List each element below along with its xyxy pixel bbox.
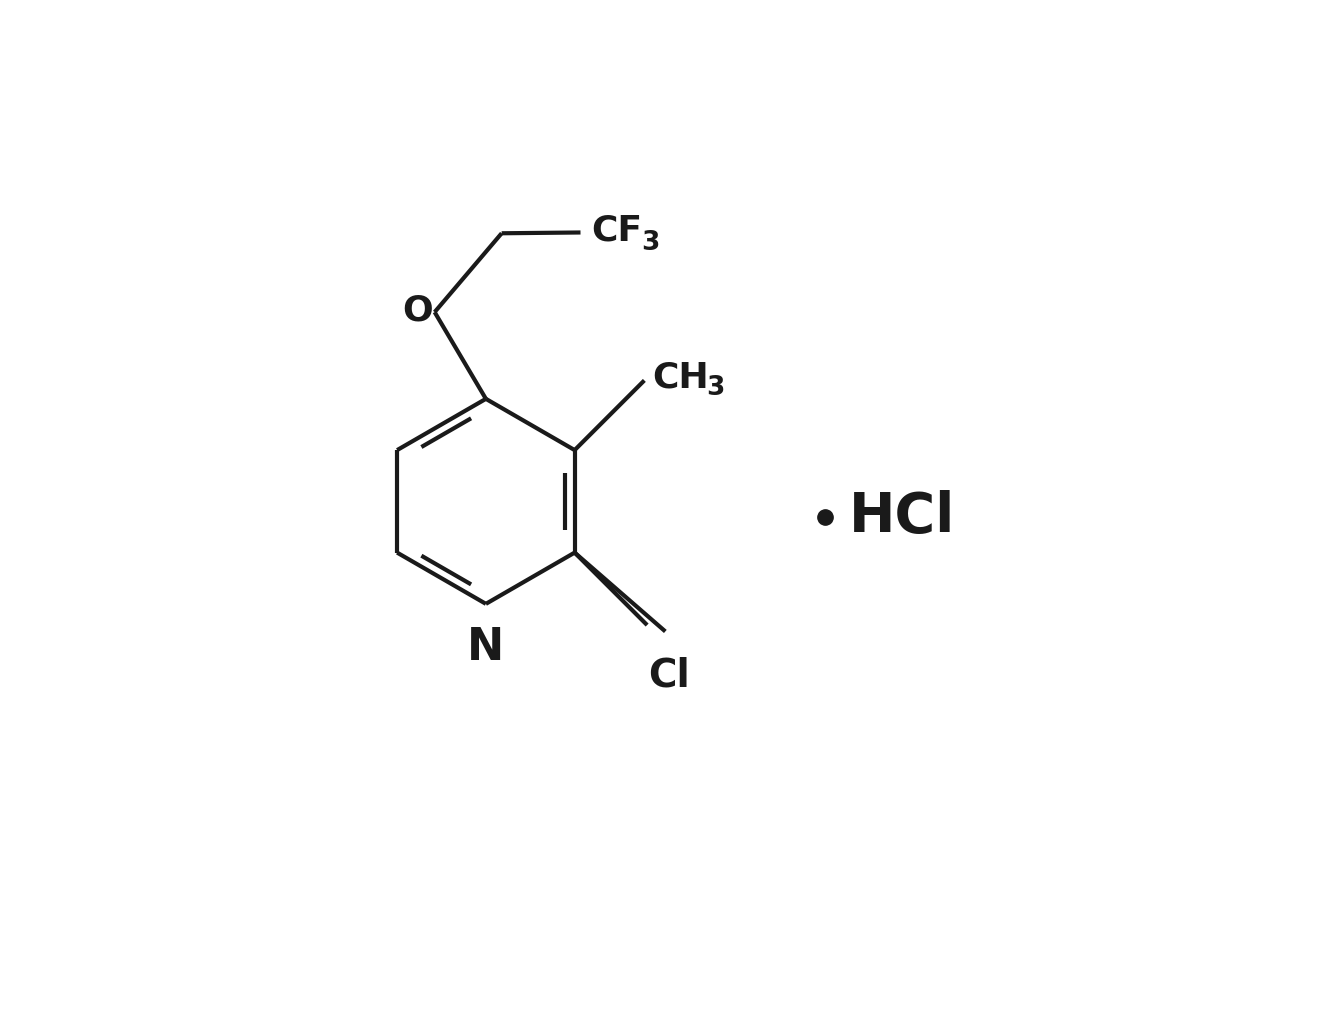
Text: 3: 3 [706, 375, 725, 401]
Text: CF: CF [591, 214, 643, 248]
Text: Cl: Cl [648, 656, 690, 694]
Text: O: O [401, 294, 433, 328]
Text: N: N [468, 626, 505, 669]
Text: HCl: HCl [848, 490, 955, 544]
Text: CH: CH [652, 360, 709, 394]
Text: 3: 3 [641, 229, 660, 256]
